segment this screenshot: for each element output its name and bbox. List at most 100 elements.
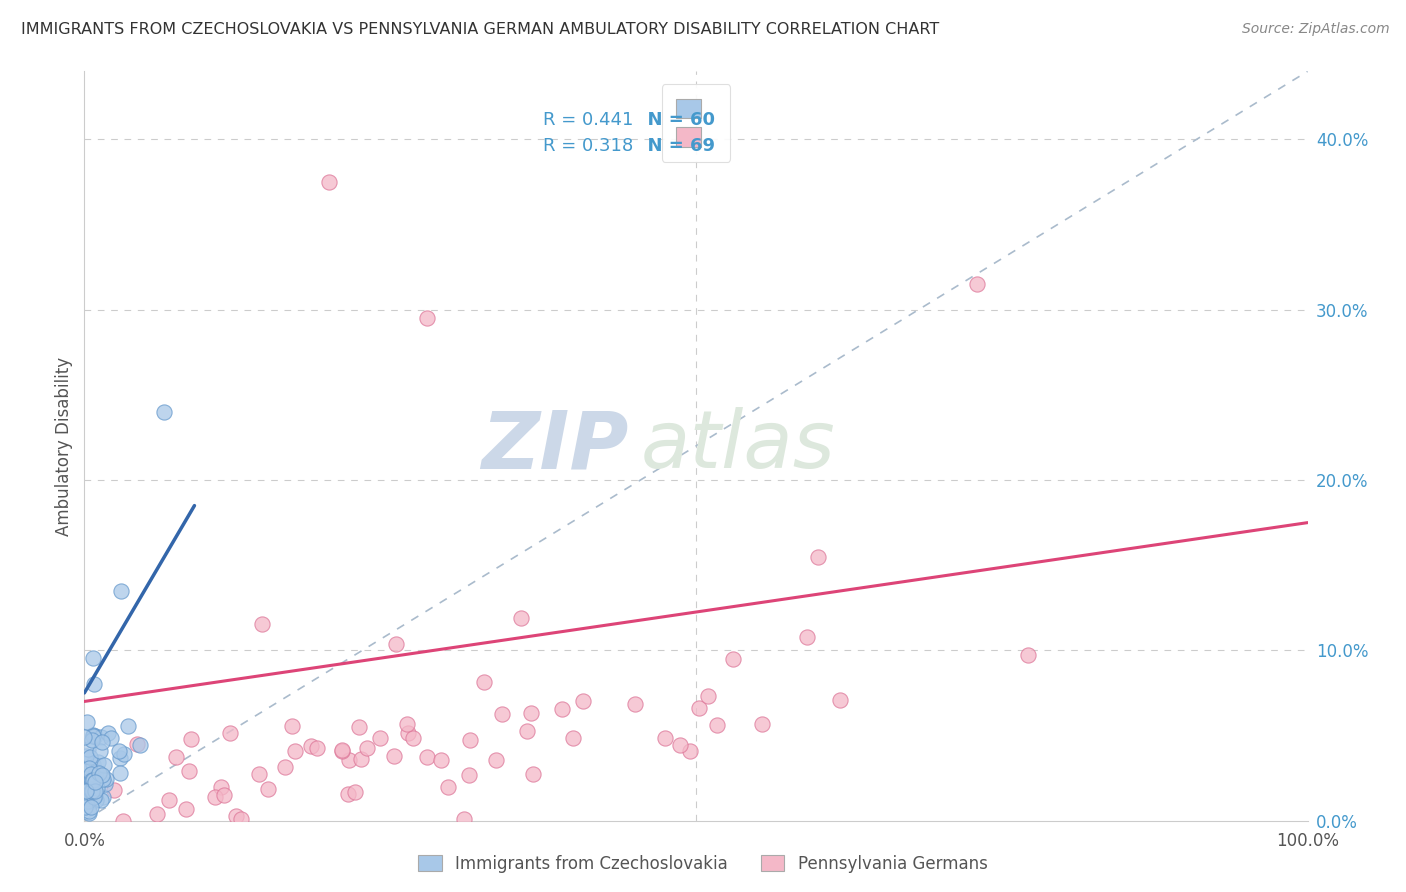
Point xyxy=(284,744,307,758)
Point xyxy=(77,783,100,797)
Point xyxy=(654,731,676,745)
Point xyxy=(84,764,107,779)
Text: N = 69: N = 69 xyxy=(636,137,714,155)
Point xyxy=(83,790,105,805)
Legend: Immigrants from Czechoslovakia, Pennsylvania Germans: Immigrants from Czechoslovakia, Pennsylv… xyxy=(412,848,994,880)
Point xyxy=(82,772,104,787)
Point xyxy=(669,738,692,752)
Point xyxy=(453,812,475,826)
Point xyxy=(350,752,373,766)
Point xyxy=(257,782,280,797)
Point xyxy=(93,777,115,791)
Point xyxy=(125,737,148,751)
Point xyxy=(299,739,322,753)
Point xyxy=(368,731,391,745)
Point xyxy=(84,793,107,807)
Point xyxy=(384,637,406,651)
Point xyxy=(347,720,370,734)
Point xyxy=(153,405,176,419)
Point xyxy=(307,741,329,756)
Point xyxy=(108,751,131,765)
Point xyxy=(520,706,543,721)
Point xyxy=(966,277,988,292)
Point xyxy=(165,750,187,764)
Point xyxy=(90,793,112,807)
Point xyxy=(89,744,111,758)
Text: R = 0.441: R = 0.441 xyxy=(543,112,634,129)
Point xyxy=(91,789,114,804)
Point xyxy=(112,814,135,828)
Point xyxy=(458,732,481,747)
Point xyxy=(796,630,818,644)
Point xyxy=(212,788,235,802)
Point xyxy=(110,583,132,598)
Point xyxy=(177,764,200,778)
Point xyxy=(83,677,105,691)
Text: N = 60: N = 60 xyxy=(636,112,714,129)
Point xyxy=(721,652,744,666)
Legend: , : , xyxy=(662,84,730,161)
Point xyxy=(82,651,104,665)
Point xyxy=(157,793,180,807)
Point xyxy=(129,738,152,752)
Point xyxy=(491,707,513,722)
Point xyxy=(343,785,366,799)
Point xyxy=(688,700,710,714)
Point xyxy=(80,772,103,786)
Point xyxy=(551,701,574,715)
Point xyxy=(77,794,100,808)
Point xyxy=(91,768,114,782)
Text: atlas: atlas xyxy=(641,407,835,485)
Point xyxy=(108,766,131,780)
Point xyxy=(395,717,418,731)
Point xyxy=(82,783,104,797)
Point xyxy=(84,780,107,795)
Point xyxy=(624,697,647,711)
Text: ZIP: ZIP xyxy=(481,407,628,485)
Point xyxy=(79,750,101,764)
Point xyxy=(100,731,122,745)
Point xyxy=(330,742,353,756)
Point xyxy=(87,756,110,770)
Point xyxy=(75,748,97,763)
Point xyxy=(697,689,720,703)
Point xyxy=(250,617,273,632)
Point xyxy=(678,744,700,758)
Point xyxy=(80,773,103,788)
Point xyxy=(82,772,104,787)
Point xyxy=(204,789,226,804)
Point xyxy=(89,765,111,780)
Point xyxy=(402,731,425,745)
Point xyxy=(76,741,98,756)
Point xyxy=(83,775,105,789)
Point xyxy=(416,311,439,326)
Point xyxy=(229,812,252,826)
Point xyxy=(219,726,242,740)
Point xyxy=(572,694,595,708)
Point xyxy=(94,772,117,786)
Point xyxy=(83,789,105,804)
Point xyxy=(84,774,107,789)
Point xyxy=(522,767,544,781)
Point xyxy=(225,809,247,823)
Text: IMMIGRANTS FROM CZECHOSLOVAKIA VS PENNSYLVANIA GERMAN AMBULATORY DISABILITY CORR: IMMIGRANTS FROM CZECHOSLOVAKIA VS PENNSY… xyxy=(21,22,939,37)
Point xyxy=(82,729,104,743)
Text: Source: ZipAtlas.com: Source: ZipAtlas.com xyxy=(1241,22,1389,37)
Point xyxy=(510,610,533,624)
Point xyxy=(82,756,104,771)
Point xyxy=(108,744,131,758)
Point xyxy=(82,732,104,747)
Point xyxy=(174,802,197,816)
Point xyxy=(77,805,100,820)
Point xyxy=(828,693,851,707)
Point xyxy=(807,549,830,564)
Point xyxy=(516,724,538,739)
Point xyxy=(337,753,360,767)
Point xyxy=(103,783,125,797)
Point xyxy=(274,760,297,774)
Point xyxy=(472,675,495,690)
Point xyxy=(80,800,103,814)
Point xyxy=(209,780,232,794)
Point xyxy=(83,729,105,743)
Point xyxy=(247,766,270,780)
